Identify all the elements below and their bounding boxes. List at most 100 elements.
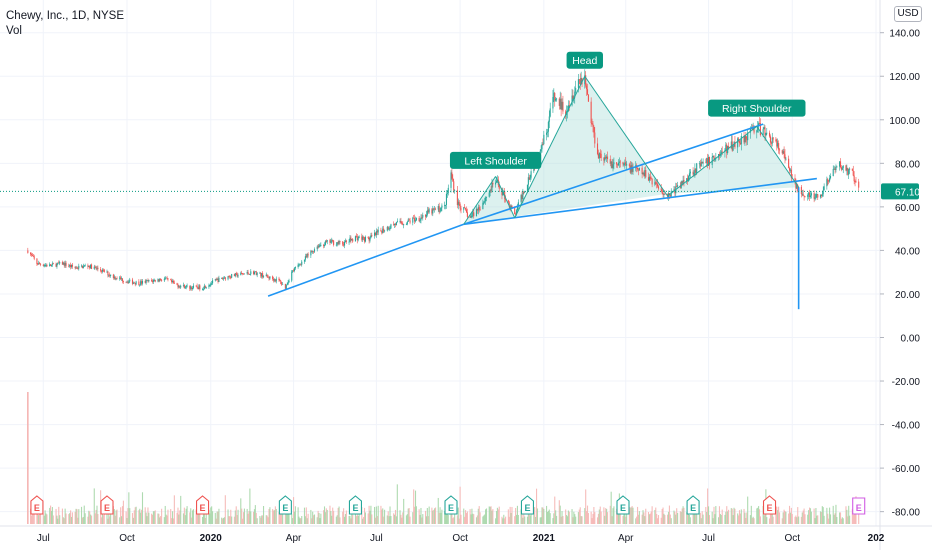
volume-bar <box>475 517 478 524</box>
volume-legend-label[interactable]: Vol <box>6 25 22 37</box>
earnings-marker-icon[interactable] <box>616 495 630 515</box>
volume-bar <box>182 513 184 524</box>
volume-bar <box>463 508 465 524</box>
volume-bar <box>762 506 764 524</box>
candle-body <box>249 274 251 275</box>
candle-body <box>783 151 785 155</box>
volume-bar <box>528 512 530 524</box>
volume-bar <box>339 517 341 524</box>
candle-body <box>625 162 627 166</box>
volume-bar <box>820 512 822 524</box>
x-axis-tick-label: Apr <box>286 533 302 544</box>
currency-badge[interactable]: USD <box>894 6 922 22</box>
volume-bar <box>148 512 150 524</box>
volume-bar <box>78 509 80 524</box>
candle-body <box>260 272 262 277</box>
candle-body <box>457 201 459 206</box>
volume-bar <box>778 506 780 524</box>
candle-body <box>293 270 295 272</box>
candle-body <box>273 279 276 281</box>
volume-bar-spike <box>27 392 29 524</box>
candle-body <box>88 265 90 267</box>
candle-body <box>292 270 294 272</box>
earnings-marker-icon[interactable] <box>686 495 700 515</box>
earnings-marker-icon[interactable] <box>444 495 458 515</box>
volume-bar <box>361 507 363 524</box>
candle-body <box>437 206 439 210</box>
trend-line[interactable] <box>463 123 764 226</box>
candle-body <box>801 193 803 195</box>
trend-line[interactable] <box>463 177 817 226</box>
candle-body <box>182 284 184 286</box>
candle-body <box>248 273 250 275</box>
volume-bar <box>715 506 717 524</box>
volume-bar <box>294 506 296 524</box>
candle-body <box>598 152 600 159</box>
volume-bar <box>515 514 518 524</box>
earnings-marker-icon[interactable] <box>852 497 866 515</box>
pattern-label-box[interactable] <box>708 99 806 117</box>
candle-body <box>32 256 34 257</box>
candle-body <box>458 201 460 204</box>
earnings-marker-icon[interactable] <box>196 495 210 515</box>
candle-body <box>686 178 688 182</box>
volume-bar <box>147 507 149 524</box>
candle-body <box>523 192 525 194</box>
trend-line[interactable] <box>267 223 465 297</box>
volume-bar <box>603 507 605 524</box>
volume-bar <box>75 508 77 524</box>
candle-body <box>772 137 774 140</box>
volume-bar <box>342 511 344 524</box>
candle-body <box>307 254 309 256</box>
volume-bar <box>393 513 395 524</box>
symbol-title[interactable]: Chewy, Inc., 1D, NYSE <box>6 10 125 22</box>
earnings-marker-icon[interactable] <box>278 495 292 515</box>
candle-body <box>775 139 777 142</box>
volume-bar <box>510 512 512 524</box>
volume-bar <box>240 498 242 524</box>
candle-body <box>62 262 64 265</box>
candle-body <box>485 197 487 202</box>
candle-body <box>176 283 178 285</box>
candle-body <box>114 276 116 279</box>
earnings-marker-icon[interactable] <box>348 495 362 515</box>
earnings-marker-icon[interactable] <box>30 495 44 515</box>
y-axis-tick-label: 20.00 <box>895 290 920 301</box>
volume-bar <box>478 506 480 524</box>
volume-bar <box>208 509 210 524</box>
volume-bar <box>701 511 703 524</box>
candle-body <box>788 158 790 168</box>
candle-body <box>645 170 647 178</box>
pattern-label-box[interactable] <box>449 151 542 169</box>
x-axis-tick-label: 2020 <box>200 533 223 544</box>
volume-bar <box>533 507 535 524</box>
volume-bar <box>394 514 396 524</box>
earnings-marker-icon[interactable] <box>100 495 114 515</box>
volume-bar <box>325 508 327 524</box>
volume-bar <box>121 506 124 524</box>
pattern-label-box[interactable] <box>566 51 603 69</box>
pattern-label-text: Left Shoulder <box>464 155 527 167</box>
volume-bar <box>90 514 92 524</box>
candle-body <box>161 280 163 282</box>
volume-bar <box>80 506 83 524</box>
candle-body <box>505 198 507 201</box>
earnings-marker-icon[interactable] <box>762 495 777 515</box>
candle-body <box>159 278 161 282</box>
volume-bar <box>492 509 494 524</box>
last-price-badge[interactable] <box>881 183 919 200</box>
candle-body <box>527 177 529 185</box>
candle-body <box>456 190 458 206</box>
volume-bar <box>681 508 683 524</box>
candle-body <box>478 207 480 209</box>
candle-body <box>77 268 79 270</box>
candle-body <box>343 241 346 246</box>
volume-bar <box>651 506 653 524</box>
candle-body <box>623 164 625 165</box>
volume-bar <box>558 500 560 524</box>
candle-body <box>683 180 685 182</box>
volume-bar <box>223 517 225 524</box>
volume-bar <box>718 517 720 524</box>
earnings-marker-icon[interactable] <box>520 495 534 515</box>
